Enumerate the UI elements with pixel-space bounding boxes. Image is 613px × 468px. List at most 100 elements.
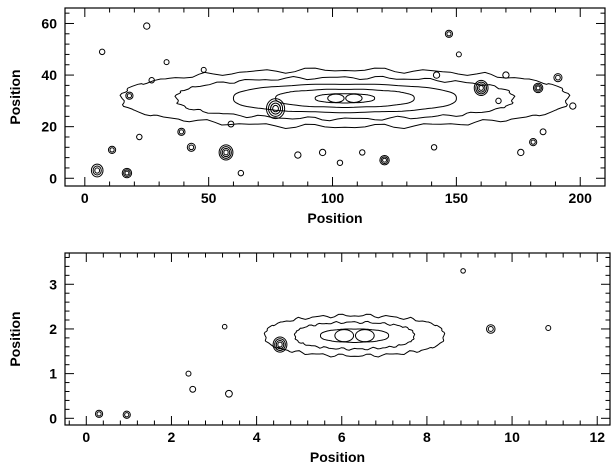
x-tick-label: 200 [569,190,593,206]
galaxy-contour [320,328,390,343]
point-source-contour [186,142,196,152]
point-source-contour [227,120,235,128]
y-tick-label: 0 [49,170,57,186]
y-tick-label: 0 [49,410,57,426]
point-source-contour [487,325,494,332]
point-source-contour [569,102,577,110]
point-source-contour [268,100,284,117]
point-source-contour [124,412,130,418]
x-tick-label: 150 [445,190,469,206]
galaxy-core-contour [354,329,375,343]
point-source-contour [545,325,552,332]
point-source-contour [318,148,327,157]
point-source-contour [529,138,538,147]
point-source-contour [126,93,133,99]
plot-frame [64,7,606,187]
point-source-contour [237,169,245,177]
point-source-contour [124,170,130,176]
y-tick-label: 60 [41,15,57,31]
point-source-contour [107,145,117,154]
point-source-contour [96,411,102,417]
point-source-contour [225,389,233,398]
plot-frame [64,252,611,426]
y-tick-label: 1 [49,366,57,382]
point-source-contour [178,129,185,135]
point-source-contour [274,338,286,351]
galaxy-contour [293,320,416,351]
point-source-contour [539,128,547,136]
point-source-contour [478,85,484,91]
x-tick-label: 12 [589,429,605,445]
point-source-contour [221,323,228,330]
point-source-contour [185,370,192,377]
point-source-contour [123,169,131,177]
point-source-contour [532,82,544,94]
y-axis-label: Position [7,69,23,124]
point-source-contour [460,268,466,274]
x-tick-label: 0 [81,190,89,206]
point-source-contour [275,339,285,350]
point-source-contour [475,81,487,95]
point-source-contour [517,148,525,157]
x-tick-label: 4 [253,429,261,445]
x-axis-label: Position [307,210,362,226]
galaxy-core-contour [334,329,355,343]
point-source-contour [530,139,536,145]
galaxy-core-contour [327,93,345,103]
point-source-contour [502,71,510,79]
point-source-contour [380,156,389,165]
contour-marks [94,268,552,419]
point-source-contour [382,157,387,163]
y-axis-label: Position [7,311,23,366]
x-tick-label: 6 [338,429,346,445]
y-tick-label: 2 [49,321,57,337]
point-source-contour [125,91,134,100]
point-source-contour [534,84,542,92]
point-source-contour [121,167,133,179]
point-source-contour [109,147,115,153]
x-tick-label: 10 [504,429,520,445]
point-source-contour [336,159,344,167]
point-source-contour [555,74,561,81]
point-source-contour [218,144,234,161]
point-source-contour [476,83,486,93]
point-source-contour [359,149,366,156]
y-tick-label: 3 [49,276,57,292]
point-source-contour [265,98,286,120]
x-tick-label: 50 [201,190,217,206]
point-source-contour [495,97,502,105]
point-source-contour [294,151,302,159]
point-source-contour [90,163,104,178]
x-axis-label: Position [310,449,365,465]
galaxy-contour [174,75,516,122]
top-contour-panel: 0 50 100 150 200 0 20 40 60 Position Position [7,7,606,226]
point-source-contour [277,341,283,348]
point-source-contour [432,71,441,79]
point-source-contour [221,147,231,158]
point-source-contour [94,167,101,174]
point-source-contour [98,48,106,56]
y-tick-label: 20 [41,119,57,135]
y-tick-label: 40 [41,67,57,83]
x-tick-label: 2 [168,429,176,445]
point-source-contour [177,127,186,136]
galaxy-contour [263,313,446,358]
galaxy-contour [119,67,571,130]
point-source-contour [188,144,195,151]
point-source-contour [272,104,279,113]
point-source-contour [143,22,151,30]
point-source-contour [553,73,563,83]
galaxy-contour [232,83,457,114]
point-source-contour [486,324,496,334]
point-source-contour [94,409,104,418]
point-source-contour [455,51,462,58]
galaxy-contour [314,93,376,104]
point-source-contour [122,410,131,419]
point-source-contour [148,77,155,84]
point-source-contour [136,133,143,141]
point-source-contour [446,31,452,37]
x-tick-label: 8 [423,429,431,445]
galaxy-core-contour [345,93,363,103]
